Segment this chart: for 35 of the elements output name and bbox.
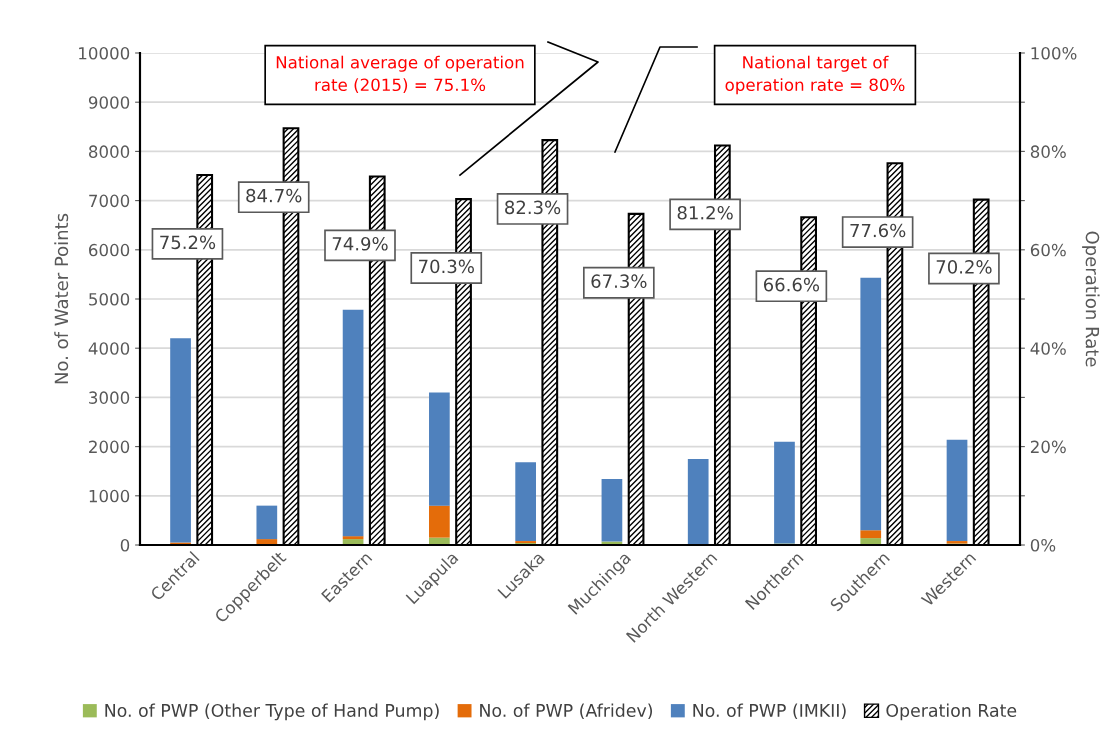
data-label: 70.2% [936, 260, 992, 274]
data-label: 70.3% [419, 259, 474, 274]
y-axis-title: No. of Water Points [54, 213, 69, 384]
y-tick-label: 6000 [89, 243, 130, 257]
y-tick-label: 8000 [88, 145, 130, 158]
data-label: 77.6% [850, 223, 906, 238]
data-label: 75.2% [160, 235, 216, 250]
y-tick-label: 4000 [88, 342, 130, 355]
legend-label: No. of PWP (Other Type of Hand Pump) [105, 703, 439, 721]
y2-tick-label: 20% [1030, 440, 1066, 454]
y2-tick-label: 60% [1030, 243, 1066, 257]
data-label: 66.6% [763, 277, 820, 292]
y-tick-label: 7000 [89, 194, 130, 208]
y2-tick-label: 80% [1030, 145, 1066, 158]
data-label: 84.7% [246, 188, 302, 203]
data-label: 74.9% [332, 236, 388, 251]
data-label: 82.3% [505, 200, 561, 215]
y2-tick-label: 0% [1030, 538, 1056, 552]
annotation: National average of operation rate (2015) = 75.1% [276, 55, 524, 94]
y-tick-label: 10000 [79, 46, 130, 60]
y-tick-label: 2000 [89, 440, 130, 454]
data-label: 67.3% [591, 274, 647, 288]
legend-label: No. of PWP (Afridev) [480, 703, 653, 720]
annotation: National target of operation rate = 80% [725, 55, 905, 95]
y-tick-label: 5000 [89, 292, 130, 306]
y-tick-label: 1000 [89, 489, 130, 503]
y-tick-label: 3000 [89, 391, 130, 404]
y2-tick-label: 100% [1031, 46, 1077, 60]
y-tick-label: 9000 [88, 96, 130, 109]
legend-label: Operation Rate [886, 703, 1017, 721]
legend-label: No. of PWP (IMKII) [693, 703, 846, 720]
data-label: 81.2% [677, 205, 733, 220]
y2-axis-title: Operation Rate [1082, 231, 1100, 367]
y2-tick-label: 40% [1030, 342, 1066, 355]
y-tick-label: 0 [120, 538, 130, 552]
